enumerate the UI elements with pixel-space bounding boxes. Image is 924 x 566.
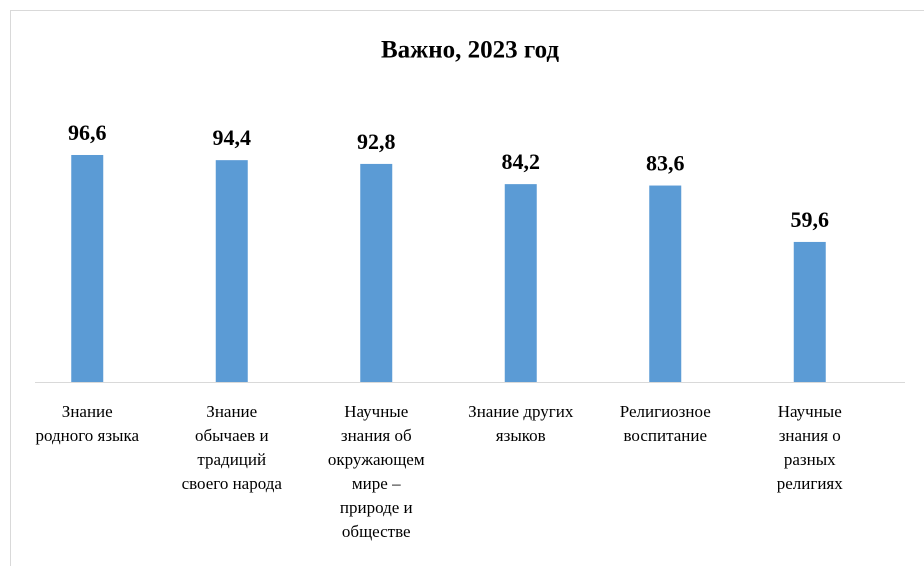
bar <box>649 185 682 382</box>
bar <box>71 154 104 382</box>
bar <box>360 163 393 382</box>
x-tick-label: Научные знания о разных религиях <box>776 402 843 493</box>
x-tick-label: Религиозное воспитание <box>619 402 711 445</box>
data-label: 92,8 <box>357 129 396 154</box>
data-label: 83,6 <box>646 151 685 176</box>
chart-title: Важно, 2023 год <box>381 37 559 64</box>
x-tick-label: Знание родного языка <box>35 402 140 445</box>
data-label: 94,4 <box>213 125 252 150</box>
x-tick-label: Знание обычаев и традиций своего народа <box>181 402 282 493</box>
data-label: 96,6 <box>68 120 107 145</box>
chart-frame <box>10 10 924 566</box>
data-label: 59,6 <box>791 207 830 232</box>
x-tick-label: Знание других языков <box>468 402 574 445</box>
data-label: 84,2 <box>502 149 541 174</box>
bar <box>215 160 248 382</box>
x-tick-label: Научные знания об окружающем мире – прир… <box>327 402 425 541</box>
bar <box>793 241 826 382</box>
bar <box>504 184 537 382</box>
